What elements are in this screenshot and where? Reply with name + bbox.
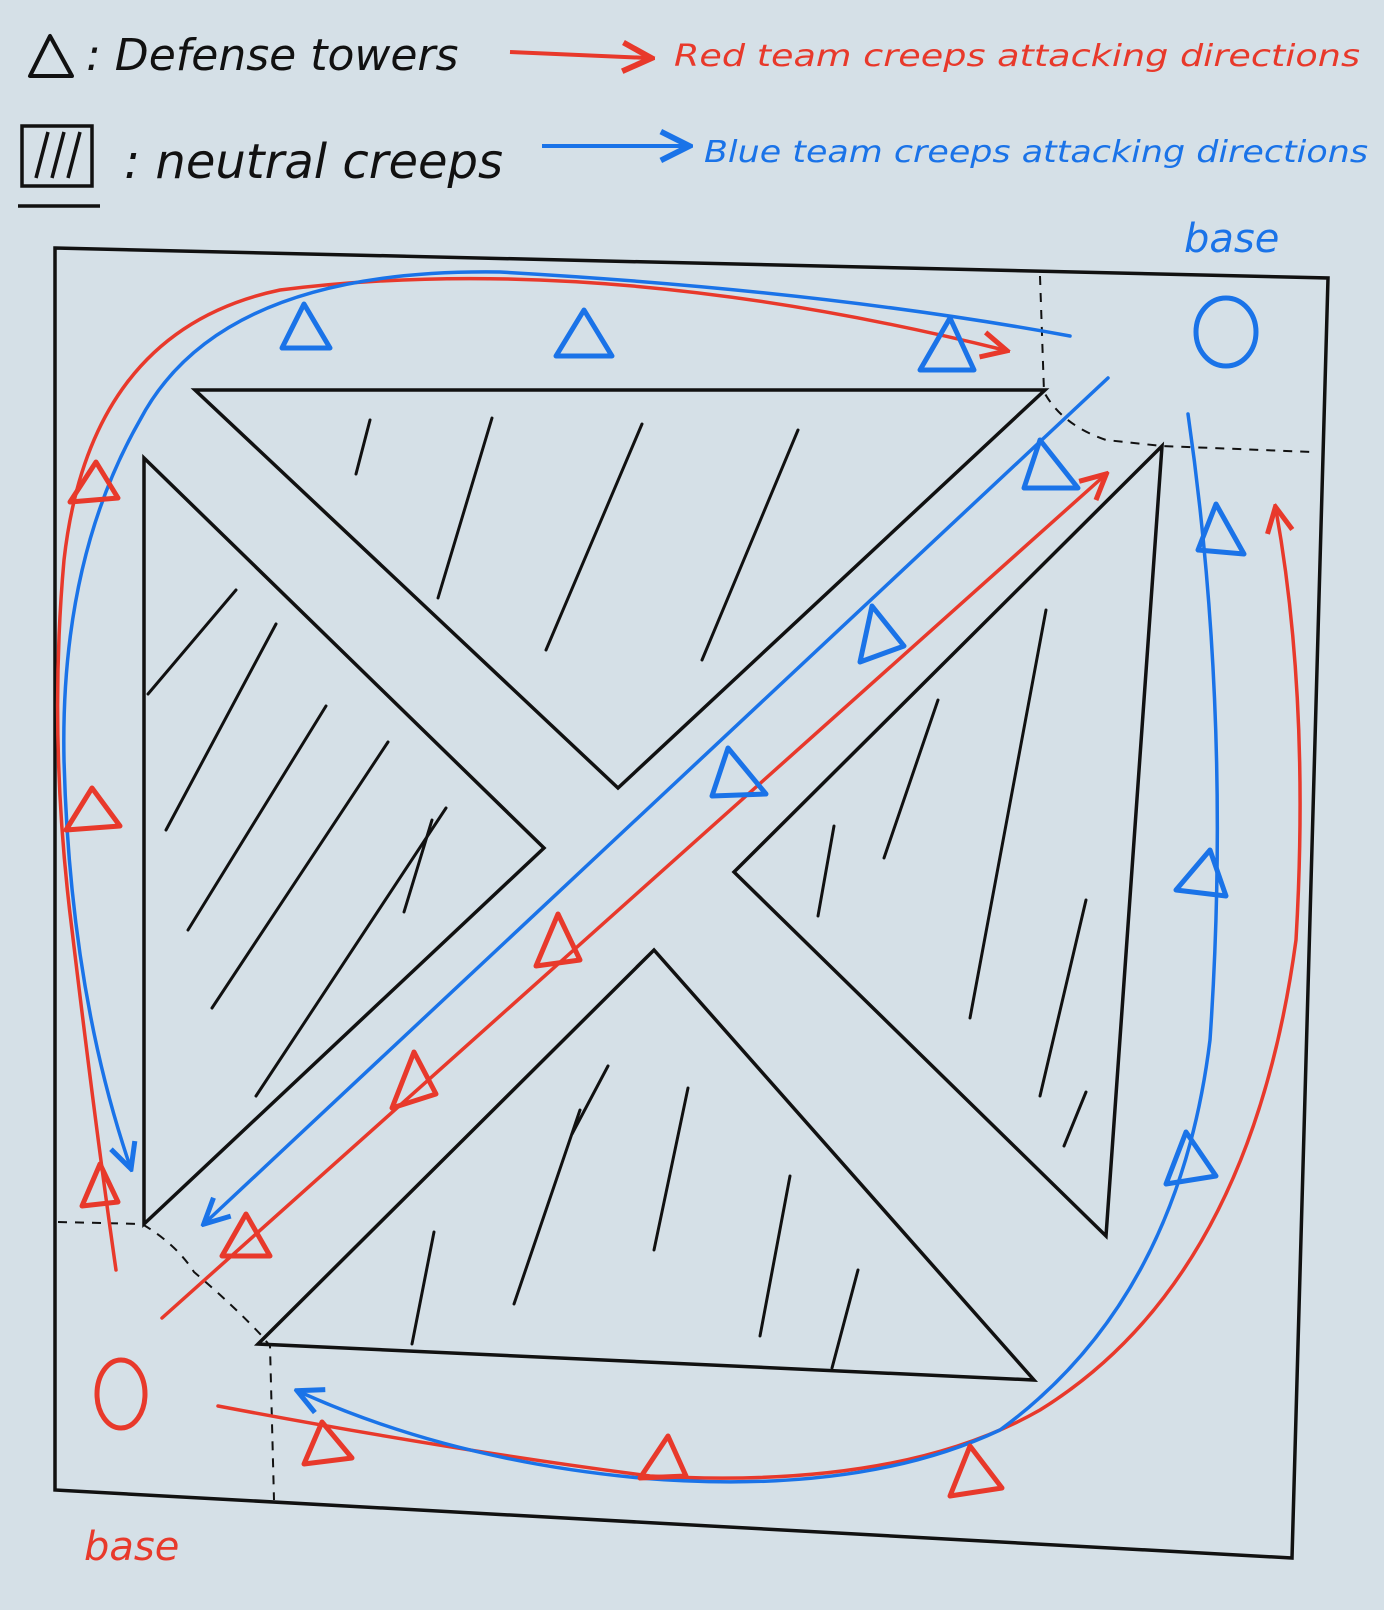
blue-base-circle <box>1193 295 1259 369</box>
blue-tower-top-3 <box>917 315 977 373</box>
red-mid-lane-arrow <box>160 476 1104 1320</box>
map-border <box>53 246 1330 1560</box>
blue-tower-top-2 <box>553 307 615 359</box>
red-tower-mid-3 <box>219 1211 273 1259</box>
red-top-lane-arrow <box>55 276 1004 1272</box>
red-tower-mid-2 <box>389 1049 439 1111</box>
red-base-circle <box>94 1357 148 1431</box>
red-tower-bottom-2 <box>637 1433 689 1481</box>
red-tower-bottom-3 <box>947 1443 1005 1499</box>
blue-mid-lane-arrow <box>206 376 1110 1222</box>
red-bottom-lane-arrow <box>216 510 1302 1480</box>
red-towers <box>63 459 1005 1499</box>
legend-tower-label: : Defense towers <box>86 30 458 81</box>
blue-towers <box>279 301 1247 1187</box>
legend-tower-icon <box>28 34 74 78</box>
blue-base-label: base <box>1184 216 1279 262</box>
blue-tower-top-1 <box>279 301 333 351</box>
blue-top-lane-arrow <box>62 270 1072 1166</box>
blue-tower-right-1 <box>1195 501 1247 557</box>
jungle-top <box>190 388 1050 791</box>
blue-tower-right-3 <box>1163 1129 1219 1187</box>
blue-tower-mid-3 <box>709 745 769 799</box>
red-tower-bottom-1 <box>301 1419 355 1467</box>
legend-red-arrow <box>509 52 648 58</box>
red-tower-left-2 <box>63 785 123 833</box>
blue-bottom-lane-arrow <box>300 412 1220 1484</box>
red-base-label: base <box>84 1524 179 1570</box>
blue-tower-mid-1 <box>1021 437 1081 491</box>
legend-blue-label: Blue team creeps attacking directions <box>704 135 1368 170</box>
red-tower-left-1 <box>67 459 121 505</box>
base-boundaries <box>57 275 1313 1501</box>
jungle-bottom <box>253 947 1039 1382</box>
legend-neutral-label: : neutral creeps <box>124 134 503 190</box>
lanes <box>55 270 1302 1484</box>
red-tower-mid-1 <box>533 911 583 969</box>
legend-red-label: Red team creeps attacking directions <box>674 39 1360 74</box>
red-tower-left-3 <box>79 1161 121 1209</box>
blue-tower-right-2 <box>1173 847 1229 899</box>
jungle-walls <box>142 388 1165 1382</box>
legend: : Defense towers : neutral creeps Red te… <box>18 30 1368 208</box>
neutral-hatching <box>146 416 1088 1370</box>
legend-neutral-icon <box>18 124 100 208</box>
blue-tower-mid-2 <box>857 603 907 665</box>
jungle-right <box>731 441 1165 1240</box>
jungle-left <box>142 453 547 1229</box>
